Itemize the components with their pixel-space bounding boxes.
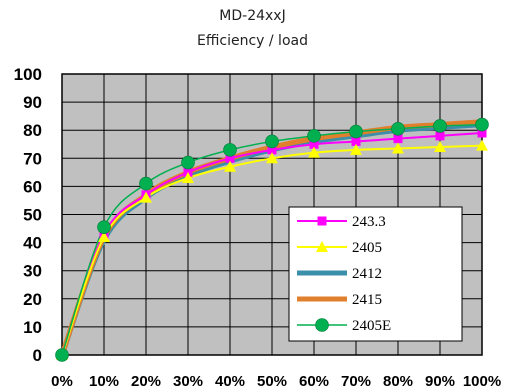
series-line-2405E bbox=[61, 123, 483, 356]
x-tick-label: 40% bbox=[215, 373, 245, 390]
x-tick-label: 90% bbox=[425, 373, 455, 390]
x-tick-label: 20% bbox=[131, 373, 161, 390]
point-2405 bbox=[308, 146, 320, 158]
x-tick-label: 60% bbox=[299, 373, 329, 390]
y-tick-label: 70 bbox=[23, 149, 42, 168]
point-2405 bbox=[98, 230, 110, 242]
y-tick-label: 60 bbox=[23, 177, 42, 196]
legend-label: 2415 bbox=[352, 292, 382, 308]
x-tick-label: 80% bbox=[383, 373, 413, 390]
x-tick-label: 70% bbox=[341, 373, 371, 390]
legend-marker bbox=[317, 216, 327, 226]
point-243.3 bbox=[477, 128, 487, 138]
point-243.3 bbox=[393, 134, 403, 144]
legend-marker bbox=[316, 241, 328, 252]
point-2405 bbox=[476, 139, 488, 151]
point-243.3 bbox=[435, 131, 445, 141]
point-2405 bbox=[266, 152, 278, 164]
point-2405 bbox=[350, 143, 362, 155]
point-2405E bbox=[55, 348, 69, 362]
point-243.3 bbox=[267, 145, 277, 155]
point-2405 bbox=[392, 142, 404, 154]
series-line-2405 bbox=[61, 144, 483, 356]
point-2405E bbox=[223, 143, 237, 157]
point-2405E bbox=[433, 119, 447, 133]
y-tick-label: 90 bbox=[23, 93, 42, 112]
x-tick-label: 50% bbox=[257, 373, 287, 390]
point-2405E bbox=[349, 124, 363, 139]
chart-subtitle: Efficiency / load bbox=[197, 33, 308, 49]
y-tick-label: 20 bbox=[23, 290, 42, 309]
x-tick-label: 10% bbox=[89, 373, 119, 390]
point-2405 bbox=[140, 191, 152, 203]
y-tick-label: 30 bbox=[23, 262, 42, 281]
legend-label: 2405 bbox=[352, 240, 382, 256]
y-tick-label: 0 bbox=[33, 346, 42, 365]
y-tick-label: 50 bbox=[23, 206, 42, 225]
point-2405E bbox=[307, 129, 321, 143]
point-2405E bbox=[181, 155, 195, 170]
plot-border bbox=[61, 73, 483, 356]
y-tick-label: 40 bbox=[23, 234, 42, 253]
chart-title: MD-24xxJ bbox=[219, 8, 286, 24]
y-tick-label: 100 bbox=[14, 65, 42, 84]
point-2405E bbox=[391, 121, 405, 136]
y-tick-label: 80 bbox=[23, 121, 42, 140]
point-2405E bbox=[97, 220, 111, 234]
point-2405 bbox=[434, 141, 446, 153]
legend-label: 2412 bbox=[352, 266, 382, 282]
point-243.3 bbox=[309, 139, 319, 149]
y-tick-label: 10 bbox=[23, 318, 42, 337]
point-2405E bbox=[139, 176, 153, 191]
point-243.3 bbox=[225, 153, 235, 163]
point-2405E bbox=[265, 134, 279, 149]
x-tick-label: 0% bbox=[51, 373, 73, 390]
series-line-243.3 bbox=[61, 132, 483, 356]
legend-marker bbox=[315, 318, 329, 332]
point-243.3 bbox=[351, 136, 361, 146]
legend-label: 243.3 bbox=[352, 214, 386, 230]
point-2405 bbox=[182, 171, 194, 183]
point-2405E bbox=[475, 117, 489, 132]
x-tick-label: 30% bbox=[173, 373, 203, 390]
point-2405 bbox=[224, 160, 236, 172]
legend-label: 2405E bbox=[352, 318, 391, 334]
x-tick-label: 100% bbox=[463, 373, 501, 390]
